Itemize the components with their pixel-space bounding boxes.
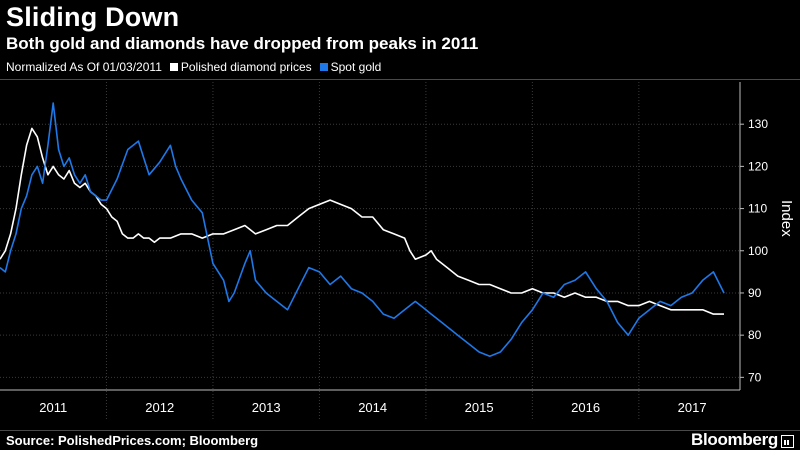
x-tick-label: 2011 bbox=[39, 400, 67, 415]
source-note: Source: PolishedPrices.com; Bloomberg bbox=[6, 433, 259, 448]
legend-item-diamond: Polished diamond prices bbox=[169, 60, 312, 74]
x-tick-label: 2017 bbox=[678, 400, 707, 415]
y-tick-label: 80 bbox=[748, 328, 762, 342]
legend-note: Normalized As Of 01/03/2011 bbox=[6, 60, 162, 74]
y-tick-label: 90 bbox=[748, 286, 762, 300]
x-tick-label: 2012 bbox=[145, 400, 174, 415]
grid-layer bbox=[0, 82, 740, 420]
x-tick-label: 2015 bbox=[465, 400, 494, 415]
legend-label-gold: Spot gold bbox=[330, 60, 382, 74]
series-layer bbox=[0, 102, 725, 358]
legend-item-gold: Spot gold bbox=[319, 60, 382, 74]
bloomberg-chart-icon bbox=[781, 434, 794, 448]
x-tick-label: 2016 bbox=[571, 400, 600, 415]
y-axis: 70 80 90 100 110 120 130 Index bbox=[739, 82, 795, 390]
series-line-diamond bbox=[0, 127, 724, 315]
bottom-divider bbox=[0, 430, 800, 431]
x-axis: 2011 2012 2013 2014 2015 2016 2017 bbox=[0, 389, 740, 415]
series-line-gold bbox=[0, 102, 725, 358]
legend-label-diamond: Polished diamond prices bbox=[180, 60, 312, 74]
y-tick-label: 110 bbox=[748, 202, 767, 216]
y-tick-label: 130 bbox=[748, 117, 768, 131]
x-tick-label: 2014 bbox=[358, 400, 387, 415]
y-tick-label: 100 bbox=[748, 244, 768, 258]
x-tick-label: 2013 bbox=[252, 400, 281, 415]
top-divider bbox=[0, 79, 800, 80]
chart-title: Sliding Down bbox=[6, 2, 180, 32]
y-tick-label: 70 bbox=[748, 370, 762, 384]
y-axis-label: Index bbox=[778, 200, 795, 237]
chart-subtitle: Both gold and diamonds have dropped from… bbox=[6, 34, 479, 53]
legend-swatch-diamond bbox=[169, 63, 178, 71]
legend: Normalized As Of 01/03/2011 Polished dia… bbox=[6, 60, 389, 74]
bloomberg-logo: Bloomberg bbox=[691, 430, 794, 450]
line-chart: 2011 2012 2013 2014 2015 2016 2017 70 80 90 100 11… bbox=[0, 82, 795, 420]
brand-text: Bloomberg bbox=[690, 430, 778, 449]
y-tick-label: 120 bbox=[748, 159, 768, 173]
legend-swatch-gold bbox=[319, 63, 328, 71]
